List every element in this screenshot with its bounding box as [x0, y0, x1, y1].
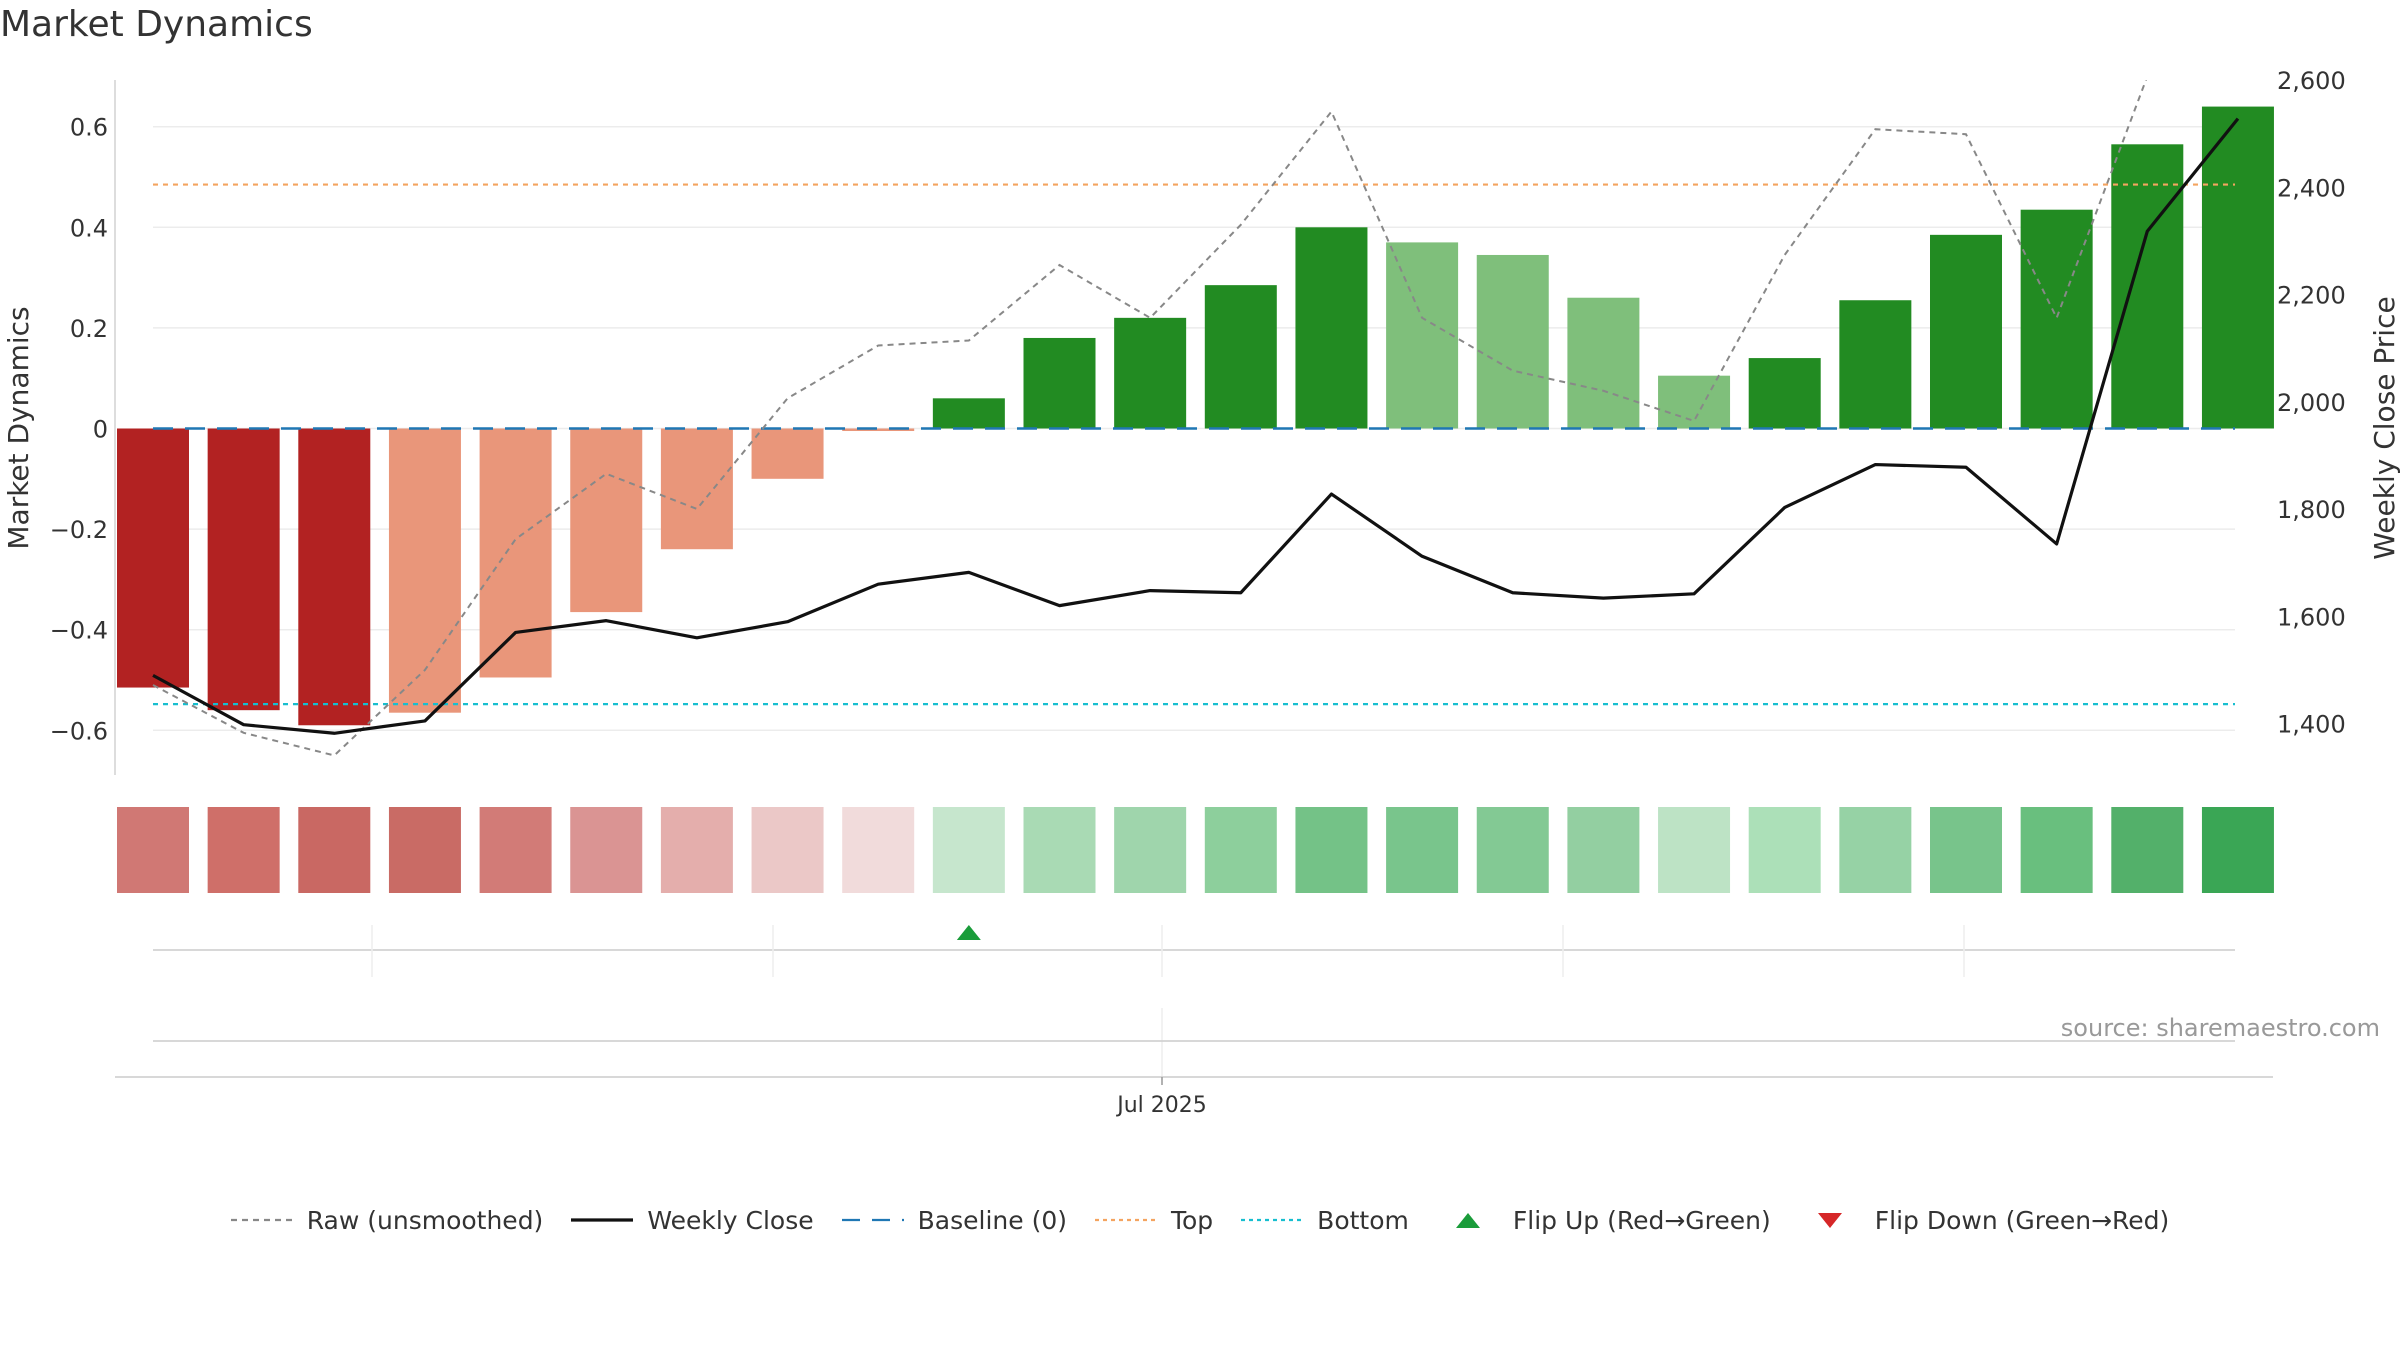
- legend-item: Raw (unsmoothed): [230, 1205, 544, 1235]
- legend-swatch: [230, 1218, 293, 1222]
- strip-cell: [1839, 807, 1912, 893]
- strip-cell: [1476, 807, 1549, 893]
- legend-label: Top: [1170, 1205, 1214, 1235]
- legend-item: Baseline (0): [841, 1205, 1067, 1235]
- strip-cell: [1114, 807, 1187, 893]
- legend-swatch: [841, 1218, 904, 1222]
- legend-swatch: [1817, 1213, 1842, 1228]
- strip-cell: [751, 807, 824, 893]
- strip-cell: [842, 807, 915, 893]
- bar: [1839, 300, 1912, 429]
- chart-legend: Raw (unsmoothed) Weekly Close Baseline (0)…: [0, 1205, 2400, 1235]
- bar: [1386, 242, 1459, 429]
- y-tick-label: 0.4: [70, 214, 108, 242]
- y-right-tick-label: 2,200: [2277, 282, 2346, 310]
- strip-cell: [2111, 807, 2184, 893]
- legend-item: Weekly Close: [571, 1205, 814, 1235]
- flip-up-marker: [956, 925, 981, 940]
- y-right-tick-label: 1,400: [2277, 711, 2346, 739]
- bar: [1114, 317, 1187, 429]
- bar: [1748, 358, 1821, 429]
- y-axis-title: Market Dynamics: [2, 306, 35, 549]
- legend-item: Flip Down (Green→Red): [1799, 1205, 2170, 1235]
- x-tick-label: Jul 2025: [1115, 1093, 1207, 1118]
- strip-cell: [660, 807, 733, 893]
- y-tick-label: −0.6: [50, 717, 108, 745]
- legend-swatch: [1241, 1218, 1304, 1222]
- legend-label: Raw (unsmoothed): [306, 1205, 544, 1235]
- source-credit: source: sharemaestro.com: [2060, 1014, 2380, 1042]
- legend-item: Bottom: [1241, 1205, 1409, 1235]
- y-right-tick-label: 2,400: [2277, 174, 2346, 202]
- bar: [1476, 254, 1549, 429]
- y-tick-label: −0.4: [50, 617, 108, 645]
- strip-cell: [1023, 807, 1096, 893]
- bar: [1567, 297, 1640, 429]
- strip-cell: [1567, 807, 1640, 893]
- legend-label: Bottom: [1317, 1205, 1409, 1235]
- legend-label: Baseline (0): [917, 1205, 1067, 1235]
- strip-cell: [2201, 807, 2274, 893]
- strip-cell: [207, 807, 280, 893]
- bar: [298, 428, 371, 726]
- strip-cell: [1295, 807, 1368, 893]
- bar: [479, 428, 552, 678]
- strip-cell: [388, 807, 461, 893]
- legend-swatch: [571, 1218, 634, 1222]
- strip-cell: [479, 807, 552, 893]
- y-right-tick-label: 1,800: [2277, 496, 2346, 524]
- legend-swatch: [1455, 1213, 1480, 1228]
- strip-cell: [932, 807, 1005, 893]
- bar: [1204, 285, 1277, 429]
- bar: [1023, 337, 1096, 429]
- y-right-axis-title: Weekly Close Price: [2368, 296, 2400, 559]
- strip-cell: [1386, 807, 1459, 893]
- y-tick-label: 0.6: [70, 114, 108, 142]
- raw-series-line: [152, 80, 2148, 757]
- legend-label: Flip Down (Green→Red): [1874, 1205, 2170, 1235]
- weekly-close-line: [152, 117, 2240, 735]
- strip-cell: [570, 807, 643, 893]
- strip-cell: [1658, 807, 1731, 893]
- strip-cell: [117, 807, 189, 893]
- bar: [932, 398, 1005, 429]
- bar: [2201, 106, 2274, 429]
- bar: [751, 428, 824, 479]
- legend-label: Weekly Close: [647, 1205, 814, 1235]
- strip-cell: [1930, 807, 2002, 893]
- strip-cell: [298, 807, 371, 893]
- legend-item: Flip Up (Red→Green): [1437, 1205, 1771, 1235]
- bar: [1295, 227, 1368, 429]
- bar: [207, 428, 280, 711]
- legend-item: Top: [1094, 1205, 1214, 1235]
- bar: [2111, 144, 2184, 429]
- y-right-tick-label: 2,000: [2277, 389, 2346, 417]
- legend-swatch: [1094, 1218, 1157, 1222]
- legend-label: Flip Up (Red→Green): [1512, 1205, 1771, 1235]
- y-right-tick-label: 2,600: [2277, 67, 2346, 95]
- y-tick-label: 0.2: [70, 315, 108, 343]
- chart-title: Market Dynamics: [0, 4, 313, 45]
- y-tick-label: −0.2: [50, 516, 108, 544]
- legend-swatch-mark: [1455, 1213, 1480, 1228]
- bar: [570, 428, 643, 613]
- bar: [660, 428, 733, 550]
- legend-swatch-mark: [1817, 1213, 1842, 1228]
- y-right-tick-label: 1,600: [2277, 603, 2346, 631]
- strip-cell: [2020, 807, 2093, 893]
- bar: [1930, 234, 2002, 429]
- bar: [388, 428, 461, 713]
- strip-cell: [1204, 807, 1277, 893]
- bar: [117, 428, 189, 688]
- bar: [842, 428, 915, 432]
- bar: [1658, 375, 1731, 429]
- y-tick-label: 0: [93, 416, 108, 444]
- bar: [2020, 209, 2093, 429]
- strip-cell: [1748, 807, 1821, 893]
